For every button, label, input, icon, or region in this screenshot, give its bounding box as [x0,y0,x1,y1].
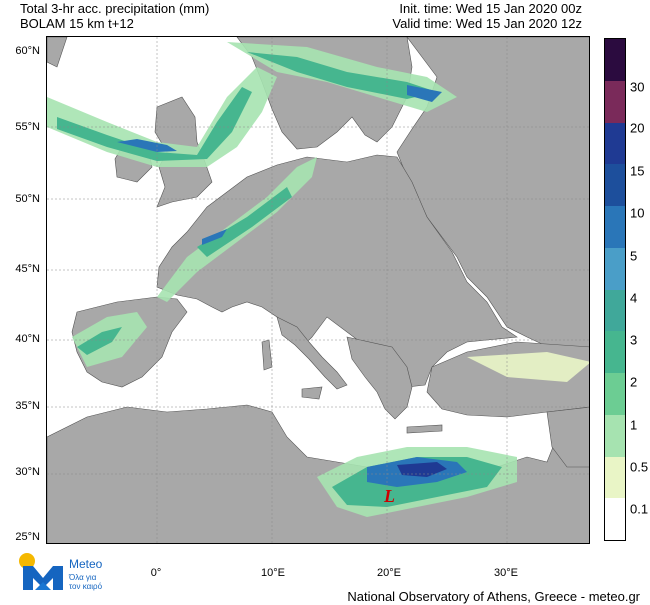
lat-label: 45°N [15,263,40,275]
colorbar-label: 0.5 [630,459,649,475]
lon-label: 10°E [261,567,285,579]
logo-tagline-2: τον καιρό [69,582,103,591]
meteo-logo-icon: Meteo Όλα για τον καιρό [19,553,103,591]
colorbar-segment [605,331,625,374]
middle-east [546,406,589,468]
lon-label: 0° [150,567,162,579]
lat-label: 55°N [15,121,40,133]
lat-label: 30°N [15,466,40,478]
colorbar-label: 0.1 [630,501,649,517]
logo-brand: Meteo [69,557,103,571]
precip-front-max [202,229,227,245]
colorbar-label: 20 [630,120,645,136]
graticule [47,37,589,543]
colorbar-label: 30 [630,79,645,95]
header-left: Total 3-hr acc. precipitation (mm) BOLAM… [20,1,209,31]
precip-atlantic-max [117,139,177,152]
colorbar-label: 15 [630,163,645,179]
lon-label: 30°E [494,567,518,579]
colorbar-segment [605,247,625,290]
precip-iberia-core [77,327,122,355]
colorbar-segment [605,164,625,207]
colorbar-segment [605,80,625,123]
precip-layer [47,42,589,517]
italy [276,316,348,390]
colorbar-label: 4 [630,290,638,306]
precip-libya-peak [397,462,447,477]
colorbar-segment [605,206,625,248]
colorbar-segment [605,414,625,457]
colorbar-label: 2 [630,374,638,390]
colorbar-label: 10 [630,205,645,221]
iceland-norway-coast [47,37,68,68]
lat-label: 35°N [15,400,40,412]
precip-atlantic-core [57,87,252,161]
colorbar-label: 5 [630,248,638,264]
low-pressure-marker: L [383,486,395,506]
logo-tagline-1: Όλα για [68,573,97,582]
precipitation-colorbar [604,38,626,541]
balkans-greece [346,336,413,420]
precip-scandinavia-core [247,52,437,99]
init-time: Init. time: Wed 15 Jan 2020 00z [399,1,582,16]
precip-east-med [467,352,589,382]
map-svg: L [47,37,589,543]
colorbar-segment [605,289,625,332]
colorbar-segment [605,39,625,81]
colorbar-label: 1 [630,417,638,433]
lat-label: 25°N [15,531,40,543]
lat-label: 40°N [15,333,40,345]
lat-label: 50°N [15,193,40,205]
precipitation-map: L [46,36,590,544]
lat-label: 60°N [15,45,40,57]
header-right: Init. time: Wed 15 Jan 2020 00z Valid ti… [392,1,582,31]
colorbar-segment [605,456,625,499]
colorbar-segment [605,373,625,415]
colorbar-segment [605,498,625,541]
colorbar-label: 3 [630,332,638,348]
precip-front-core [197,187,292,257]
map-title: Total 3-hr acc. precipitation (mm) [20,1,210,16]
crete [406,424,443,434]
precip-finland-max [407,85,442,102]
attribution-footer: National Observatory of Athens, Greece -… [347,589,640,604]
sicily [301,386,323,400]
lon-label: 20°E [377,567,401,579]
meteo-logo: Meteo Όλα για τον καιρό [13,548,133,594]
model-label: BOLAM 15 km t+12 [20,16,134,31]
colorbar-segment [605,122,625,165]
valid-time: Valid time: Wed 15 Jan 2020 12z [392,16,582,31]
